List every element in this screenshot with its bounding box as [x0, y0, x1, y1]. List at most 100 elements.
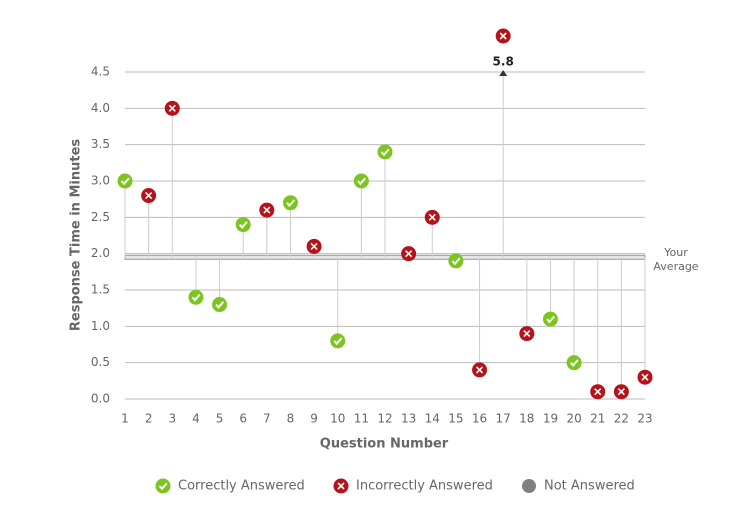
cross-icon	[594, 388, 602, 396]
y-tick-label: 4.5	[91, 65, 110, 79]
marker-bg	[522, 479, 536, 493]
x-tick-label: 18	[519, 412, 534, 426]
marker-bg	[448, 253, 464, 269]
legend-label: Not Answered	[544, 479, 635, 494]
y-tick-label: 3.0	[91, 174, 110, 188]
x-tick-label: 3	[168, 412, 176, 426]
marker-bg	[542, 311, 558, 327]
check-icon	[451, 257, 461, 266]
marker-bg	[155, 478, 171, 494]
point	[542, 311, 558, 327]
x-axis-title: Question Number	[320, 437, 449, 452]
check-icon	[569, 359, 579, 367]
average-label: Your	[663, 246, 688, 259]
marker-bg	[235, 217, 251, 233]
marker-bg	[282, 195, 298, 211]
point	[188, 289, 204, 305]
point	[377, 144, 393, 160]
cross-icon	[428, 213, 436, 221]
point	[141, 188, 157, 204]
check-icon	[286, 199, 296, 208]
point	[330, 333, 346, 349]
x-tick-label: 8	[287, 412, 295, 426]
x-tick-label: 22	[614, 412, 629, 426]
x-tick-label: 23	[637, 412, 652, 426]
x-tick-label: 17	[496, 412, 511, 426]
cross-icon	[310, 242, 318, 250]
x-tick-label: 21	[590, 412, 605, 426]
point	[164, 100, 180, 116]
point	[472, 362, 488, 378]
point	[212, 297, 228, 313]
x-tick-label: 14	[425, 412, 440, 426]
check-icon	[238, 221, 248, 229]
point	[637, 369, 653, 385]
marker-bg	[566, 355, 582, 371]
legend-item: Incorrectly Answered	[333, 478, 493, 494]
overflow-arrow	[499, 70, 508, 76]
y-axis-title: Response Time in Minutes	[69, 139, 84, 332]
x-tick-label: 4	[192, 412, 200, 426]
marker-bg	[377, 144, 393, 160]
point	[613, 384, 629, 400]
y-tick-label: 4.0	[91, 101, 110, 115]
cross-icon	[405, 250, 413, 258]
point	[495, 28, 511, 44]
point	[235, 217, 251, 233]
y-tick-label: 0.5	[91, 355, 110, 369]
x-tick-label: 11	[354, 412, 369, 426]
check-icon	[357, 177, 366, 186]
cross-icon	[168, 104, 176, 112]
x-tick-label: 6	[239, 412, 247, 426]
x-tick-label: 19	[543, 412, 558, 426]
point	[117, 173, 133, 189]
point	[401, 246, 417, 262]
check-icon	[215, 301, 225, 309]
cross-icon	[499, 32, 507, 40]
x-tick-label: 20	[566, 412, 581, 426]
x-tick-label: 12	[377, 412, 392, 426]
point	[259, 202, 275, 218]
y-tick-label: 0.0	[91, 392, 110, 406]
legend-label: Incorrectly Answered	[356, 479, 493, 494]
check-icon	[191, 293, 201, 302]
point	[353, 173, 369, 189]
y-tick-label: 1.5	[91, 283, 110, 297]
point	[282, 195, 298, 211]
cross-icon	[475, 366, 484, 374]
cross-icon	[337, 482, 345, 490]
x-tick-label: 15	[448, 412, 463, 426]
check-icon	[333, 337, 343, 346]
marker-bg	[212, 297, 228, 313]
legend-label: Correctly Answered	[178, 479, 305, 494]
x-tick-label: 1	[121, 412, 129, 426]
check-icon	[546, 315, 556, 324]
cross-icon	[263, 206, 271, 214]
marker-bg	[117, 173, 133, 189]
cross-icon	[145, 191, 153, 200]
cross-icon	[617, 388, 625, 396]
marker-bg	[330, 333, 346, 349]
y-tick-label: 2.0	[91, 246, 110, 260]
x-tick-label: 7	[263, 412, 271, 426]
marker-bg	[188, 289, 204, 305]
cross-icon	[641, 373, 649, 381]
x-tick-label: 16	[472, 412, 487, 426]
marker-bg	[353, 173, 369, 189]
y-tick-label: 2.5	[91, 210, 110, 224]
x-tick-label: 9	[310, 412, 318, 426]
point	[448, 253, 464, 269]
y-tick-label: 1.0	[91, 319, 110, 333]
legend-item: Not Answered	[522, 479, 635, 494]
legend-item: Correctly Answered	[155, 478, 305, 494]
cross-icon	[523, 330, 531, 338]
check-icon	[120, 177, 130, 186]
point	[566, 355, 582, 371]
point	[424, 209, 440, 225]
x-tick-label: 10	[330, 412, 345, 426]
check-icon	[158, 482, 168, 491]
point	[306, 238, 322, 254]
check-icon	[380, 148, 390, 157]
